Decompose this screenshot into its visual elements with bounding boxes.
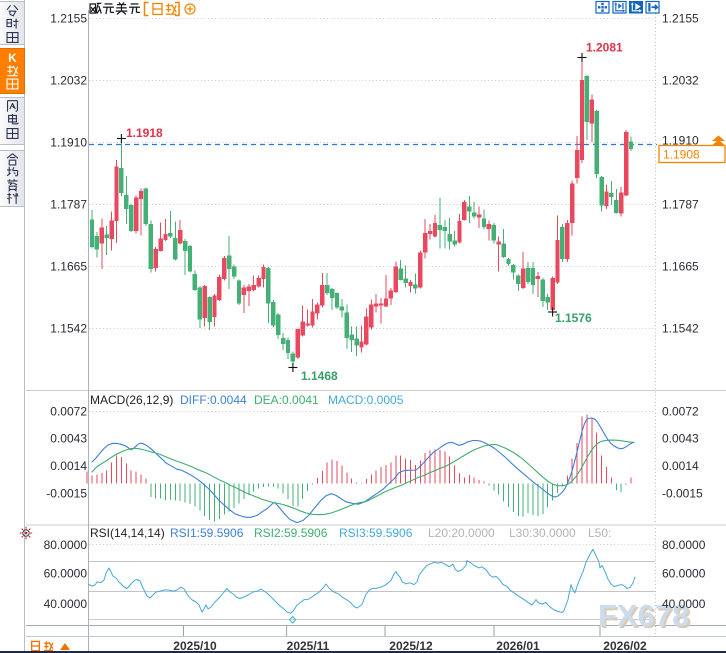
svg-text:0.0014: 0.0014 [662, 459, 699, 473]
svg-text:2025/10: 2025/10 [173, 639, 217, 653]
svg-text:1.2155: 1.2155 [662, 12, 699, 26]
svg-text:1.1542: 1.1542 [662, 322, 699, 336]
svg-text:-0.0015: -0.0015 [662, 487, 703, 501]
svg-text:L50:: L50: [588, 526, 611, 540]
svg-text:60.0000: 60.0000 [662, 567, 706, 581]
svg-text:1.1576: 1.1576 [555, 311, 592, 325]
svg-text:DEA:0.0041: DEA:0.0041 [254, 393, 319, 407]
svg-text:1.1542: 1.1542 [50, 322, 87, 336]
svg-text:0.0043: 0.0043 [662, 432, 699, 446]
svg-text:40.0000: 40.0000 [44, 597, 88, 611]
svg-text:0.0072: 0.0072 [662, 405, 699, 419]
svg-text:1.1910: 1.1910 [662, 134, 699, 148]
svg-text:1.2155: 1.2155 [50, 12, 87, 26]
svg-text:0.0072: 0.0072 [50, 405, 87, 419]
svg-text:1.1910: 1.1910 [50, 136, 87, 150]
svg-text:80.0000: 80.0000 [44, 538, 88, 552]
svg-text:2025/11: 2025/11 [287, 639, 330, 653]
svg-text:L30:30.0000: L30:30.0000 [509, 526, 576, 540]
svg-text:2026/02: 2026/02 [603, 639, 647, 653]
svg-text:1.1665: 1.1665 [662, 260, 699, 274]
svg-text:RSI2:59.5906: RSI2:59.5906 [254, 526, 328, 540]
svg-text:L20:20.0000: L20:20.0000 [428, 526, 495, 540]
svg-text:1.1908: 1.1908 [663, 148, 700, 162]
svg-text:RSI3:59.5906: RSI3:59.5906 [339, 526, 413, 540]
svg-text:RSI1:59.5906: RSI1:59.5906 [170, 526, 244, 540]
svg-text:MACD:0.0005: MACD:0.0005 [328, 393, 404, 407]
svg-text:0.0014: 0.0014 [50, 459, 87, 473]
svg-text:2025/12: 2025/12 [389, 639, 433, 653]
svg-text:1.1787: 1.1787 [662, 198, 699, 212]
svg-text:0.0043: 0.0043 [50, 432, 87, 446]
svg-text:2026/01: 2026/01 [496, 639, 540, 653]
svg-text:FX678: FX678 [598, 598, 689, 633]
svg-text:1.1918: 1.1918 [126, 126, 163, 140]
svg-text:K: K [8, 51, 17, 65]
svg-text:1.1787: 1.1787 [50, 198, 87, 212]
svg-text:DIFF:0.0044: DIFF:0.0044 [180, 393, 247, 407]
svg-text:1.1468: 1.1468 [301, 369, 338, 383]
svg-text:60.0000: 60.0000 [44, 567, 88, 581]
svg-text:1.2032: 1.2032 [50, 74, 87, 88]
svg-text:1.1665: 1.1665 [50, 260, 87, 274]
svg-text:RSI(14,14,14): RSI(14,14,14) [90, 526, 165, 540]
svg-text:40.0000: 40.0000 [662, 597, 706, 611]
svg-text:MACD(26,12,9): MACD(26,12,9) [90, 393, 173, 407]
svg-text:FX678: FX678 [600, 600, 691, 635]
svg-text:80.0000: 80.0000 [662, 538, 706, 552]
svg-text:1.2032: 1.2032 [662, 74, 699, 88]
svg-text:-0.0015: -0.0015 [46, 487, 87, 501]
svg-text:1.2081: 1.2081 [586, 41, 623, 55]
